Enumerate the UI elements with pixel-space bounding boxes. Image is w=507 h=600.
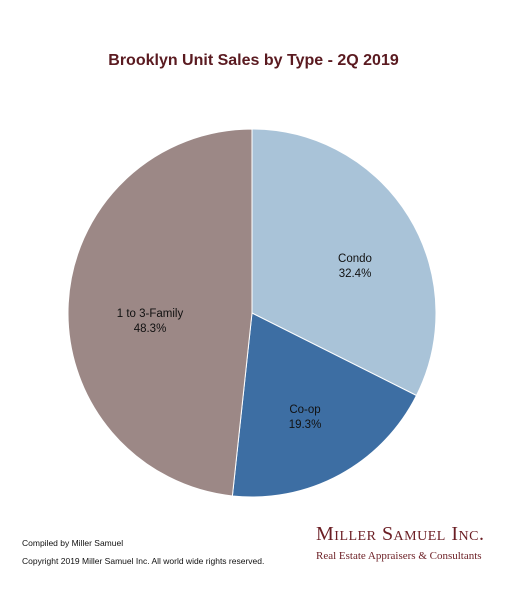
slice-label-name: Condo — [338, 253, 372, 265]
slice-label-name: Co-op — [289, 404, 320, 416]
brand-logo-name: Miller Samuel Inc. — [316, 523, 485, 545]
compiled-by-note: Compiled by Miller Samuel — [22, 538, 124, 548]
pie-slice-1-to-3-family — [67, 128, 253, 497]
slice-label-name: 1 to 3-Family — [117, 308, 184, 320]
slice-label-percent: 19.3% — [289, 419, 322, 431]
brand-tagline: Real Estate Appraisers & Consultants — [316, 550, 482, 562]
copyright-note: Copyright 2019 Miller Samuel Inc. All wo… — [22, 556, 265, 566]
chart-title: Brooklyn Unit Sales by Type - 2Q 2019 — [108, 52, 399, 69]
pie-slice-co-op — [231, 312, 418, 498]
slice-label-percent: 48.3% — [134, 323, 167, 335]
pie-slice-condo — [251, 128, 437, 397]
slice-label-percent: 32.4% — [339, 268, 372, 280]
